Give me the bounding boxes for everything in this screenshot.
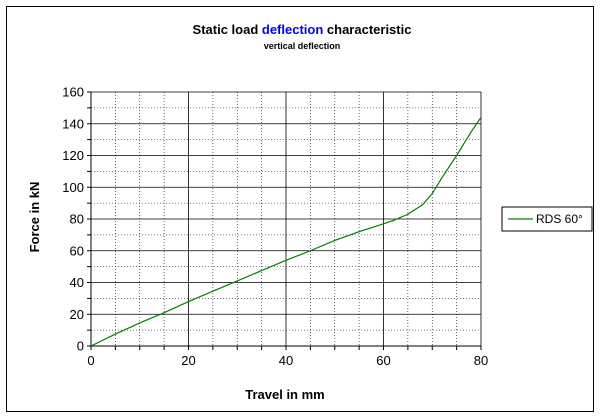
- chart-frame: Static load deflection characteristic ve…: [6, 6, 594, 412]
- title-highlight: deflection: [262, 22, 323, 37]
- y-tick-label: 60: [70, 243, 84, 258]
- y-tick-label: 80: [70, 212, 84, 227]
- series-line-0: [90, 117, 482, 347]
- y-axis-label: Force in kN: [27, 182, 42, 253]
- chart-title: Static load deflection characteristic: [193, 22, 412, 37]
- x-axis-label: Travel in mm: [245, 387, 324, 402]
- title-prefix: Static load: [193, 22, 262, 37]
- y-tick-label: 160: [62, 85, 84, 100]
- y-tick-label: 20: [70, 307, 84, 322]
- y-tick-label: 140: [62, 116, 84, 131]
- chart-subtitle: vertical deflection: [264, 41, 341, 51]
- legend: RDS 60°: [501, 206, 593, 232]
- x-tick-label: 40: [279, 353, 293, 368]
- x-tick-label: 80: [474, 353, 488, 368]
- legend-label: RDS 60°: [536, 212, 583, 226]
- y-tick-label: 120: [62, 148, 84, 163]
- title-suffix: characteristic: [323, 22, 411, 37]
- plot-area: 0 20 40 60 80 100 120 140 160 0 20 40 60 80: [62, 85, 488, 369]
- y-tick-label: 40: [70, 275, 84, 290]
- y-tick-label: 100: [62, 180, 84, 195]
- x-tick-label: 20: [181, 353, 195, 368]
- x-tick-label: 60: [376, 353, 390, 368]
- x-tick-label: 0: [87, 353, 94, 368]
- chart-svg: Static load deflection characteristic ve…: [27, 22, 593, 402]
- y-tick-label: 0: [77, 339, 84, 354]
